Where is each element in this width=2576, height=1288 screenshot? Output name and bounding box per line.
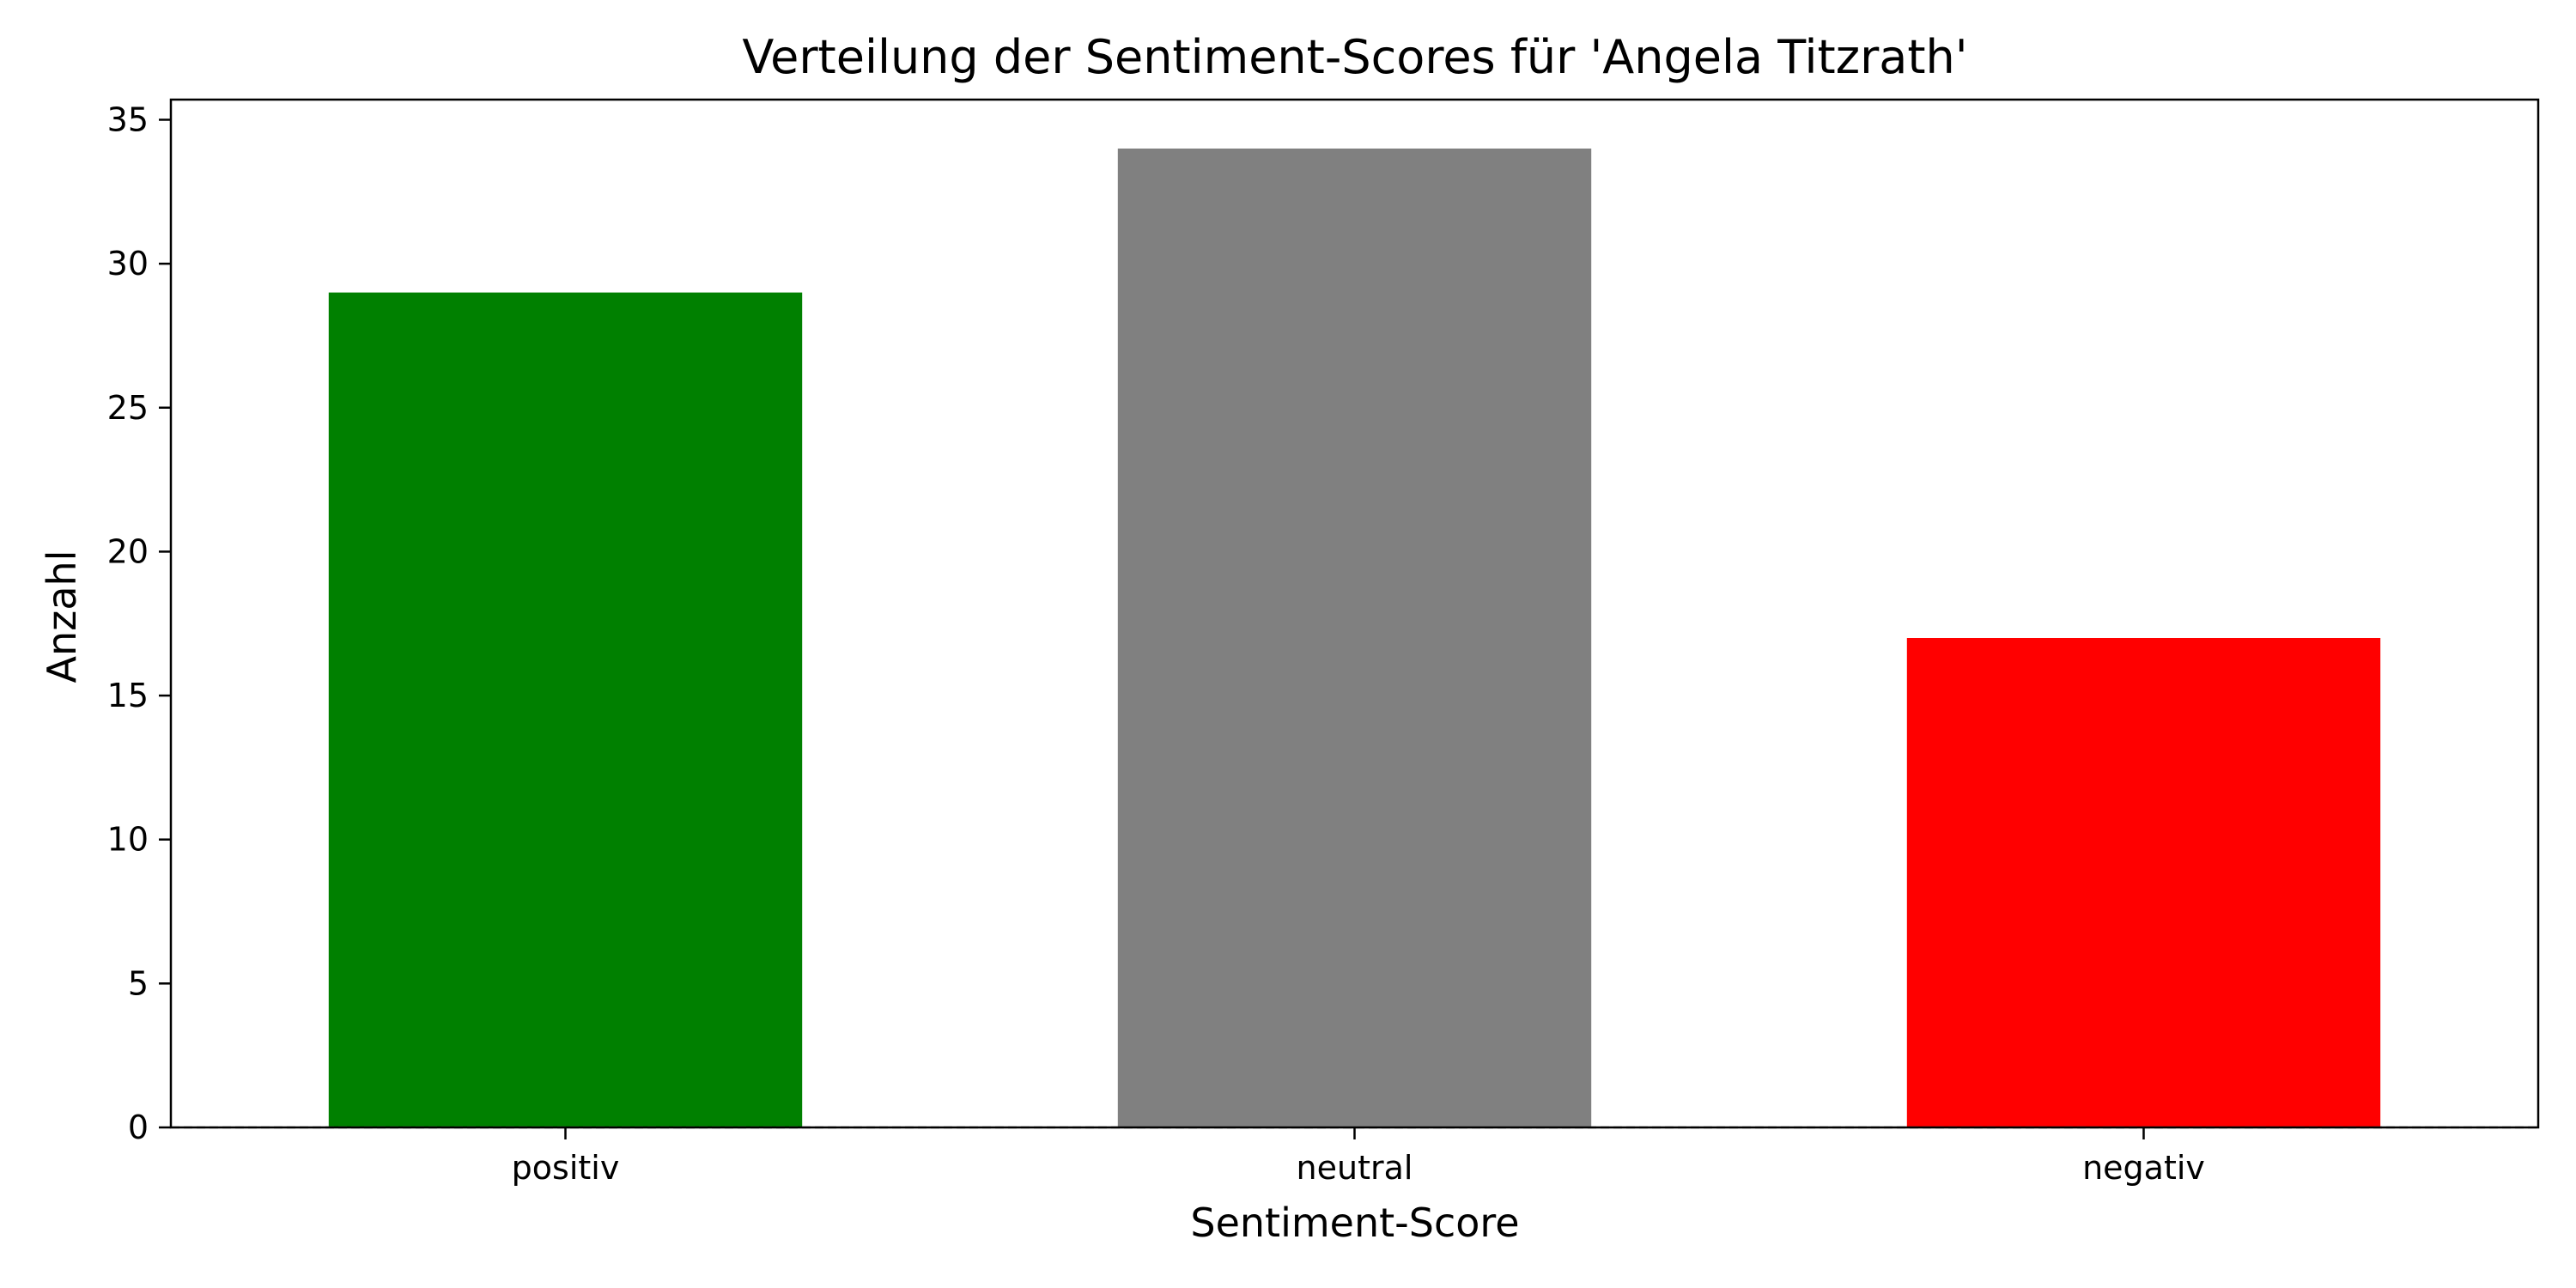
y-tick-label: 10 — [107, 821, 149, 859]
y-tick-label: 25 — [107, 389, 149, 427]
chart-title: Verteilung der Sentiment-Scores für 'Ang… — [742, 30, 1967, 84]
y-tick-label: 0 — [128, 1109, 149, 1146]
y-tick-label: 15 — [107, 677, 149, 714]
y-tick-label: 5 — [128, 964, 149, 1002]
bar-positiv — [328, 292, 803, 1127]
x-axis-label: Sentiment-Score — [1190, 1200, 1519, 1246]
y-tick-label: 35 — [107, 100, 149, 138]
bars-group — [328, 149, 2381, 1127]
bar-neutral — [1117, 149, 1592, 1127]
y-axis-label: Anzahl — [39, 550, 85, 683]
bar-negativ — [1906, 638, 2381, 1127]
y-tick-label: 20 — [107, 532, 149, 570]
x-tick-label-negativ: negativ — [2082, 1149, 2205, 1187]
y-tick-label: 30 — [107, 245, 149, 283]
x-axis-ticks: positiv neutral negativ — [512, 1127, 2205, 1187]
y-axis-ticks: 0 5 10 15 20 25 30 35 — [107, 100, 171, 1146]
x-tick-label-positiv: positiv — [512, 1149, 620, 1187]
x-tick-label-neutral: neutral — [1297, 1149, 1413, 1187]
